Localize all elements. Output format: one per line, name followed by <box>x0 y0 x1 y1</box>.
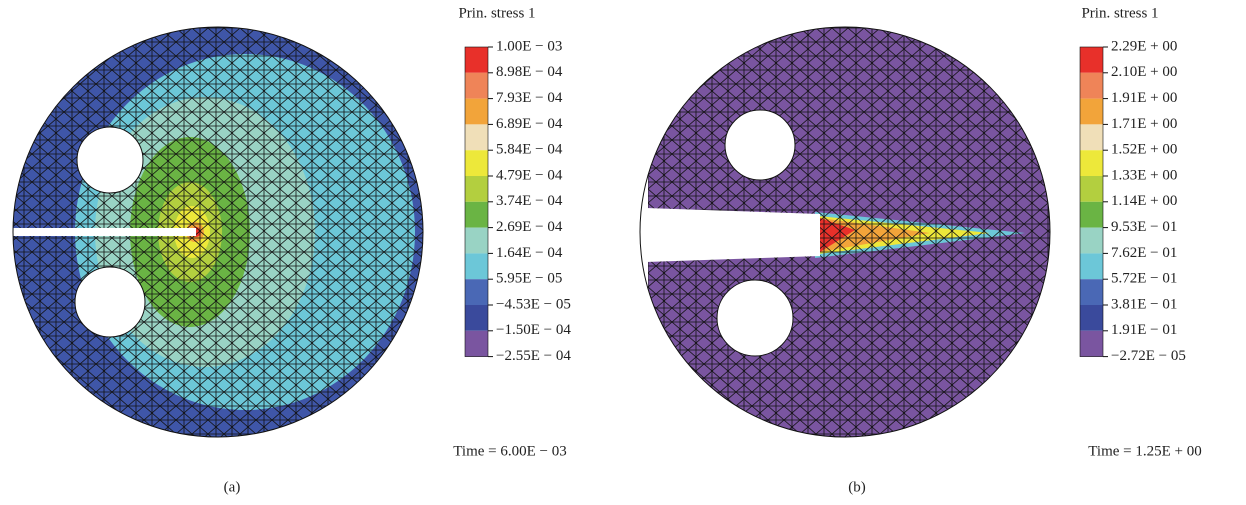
level-label: 3.81E − 01 <box>1111 296 1177 312</box>
color-swatch <box>1080 47 1103 73</box>
color-swatch <box>465 331 488 357</box>
level-label: 2.29E + 00 <box>1111 38 1177 54</box>
color-swatch <box>1080 202 1103 228</box>
panel-caption: (b) <box>848 479 866 495</box>
color-swatch <box>1080 228 1103 254</box>
color-swatch <box>465 279 488 305</box>
color-swatch <box>465 176 488 202</box>
color-swatch <box>1080 305 1103 331</box>
legend-title: Prin. stress 1 <box>1081 5 1158 21</box>
color-swatch <box>465 99 488 125</box>
color-swatch <box>1080 124 1103 150</box>
level-label: −1.50E − 04 <box>496 322 571 338</box>
color-swatch <box>1080 176 1103 202</box>
color-swatch <box>465 253 488 279</box>
level-label: 4.79E − 04 <box>496 167 563 183</box>
color-swatch <box>1080 99 1103 125</box>
level-label: −2.72E − 05 <box>1111 348 1186 364</box>
level-label: 1.52E + 00 <box>1111 142 1177 158</box>
level-label: −4.53E − 05 <box>496 296 571 312</box>
level-label: 1.91E − 01 <box>1111 322 1177 338</box>
level-label: 7.93E − 04 <box>496 90 563 106</box>
color-swatch <box>465 124 488 150</box>
color-swatch <box>465 73 488 99</box>
figure: Prin. stress 1 1.00E − 03 8.98E − 04 7.93E … <box>0 0 1246 500</box>
level-label: 1.33E + 00 <box>1111 167 1177 183</box>
level-label: 1.91E + 00 <box>1111 90 1177 106</box>
level-label: 1.71E + 00 <box>1111 116 1177 132</box>
color-swatch <box>1080 279 1103 305</box>
level-label: 9.53E − 01 <box>1111 219 1177 235</box>
level-label: 2.69E − 04 <box>496 219 563 235</box>
time-label: Time = 6.00E − 03 <box>453 443 566 459</box>
level-label: 5.84E − 04 <box>496 142 563 158</box>
color-swatch <box>465 47 488 73</box>
time-label: Time = 1.25E + 00 <box>1088 443 1201 459</box>
color-swatch <box>1080 73 1103 99</box>
color-swatch <box>465 305 488 331</box>
level-label: 3.74E − 04 <box>496 193 563 209</box>
level-label: 1.00E − 03 <box>496 38 562 54</box>
color-swatch <box>465 150 488 176</box>
color-swatch <box>1080 150 1103 176</box>
level-label: 5.95E − 05 <box>496 271 562 287</box>
color-swatch <box>465 202 488 228</box>
panel-caption: (a) <box>224 479 241 495</box>
level-label: 6.89E − 04 <box>496 116 563 132</box>
color-swatch <box>465 228 488 254</box>
level-label: 1.14E + 00 <box>1111 193 1177 209</box>
color-swatch <box>1080 253 1103 279</box>
color-swatch <box>1080 331 1103 357</box>
level-label: 7.62E − 01 <box>1111 245 1177 261</box>
level-label: 5.72E − 01 <box>1111 271 1177 287</box>
legend-title: Prin. stress 1 <box>458 5 535 21</box>
level-label: 2.10E + 00 <box>1111 64 1177 80</box>
level-label: 1.64E − 04 <box>496 245 563 261</box>
level-label: 8.98E − 04 <box>496 64 563 80</box>
level-label: −2.55E − 04 <box>496 348 571 364</box>
